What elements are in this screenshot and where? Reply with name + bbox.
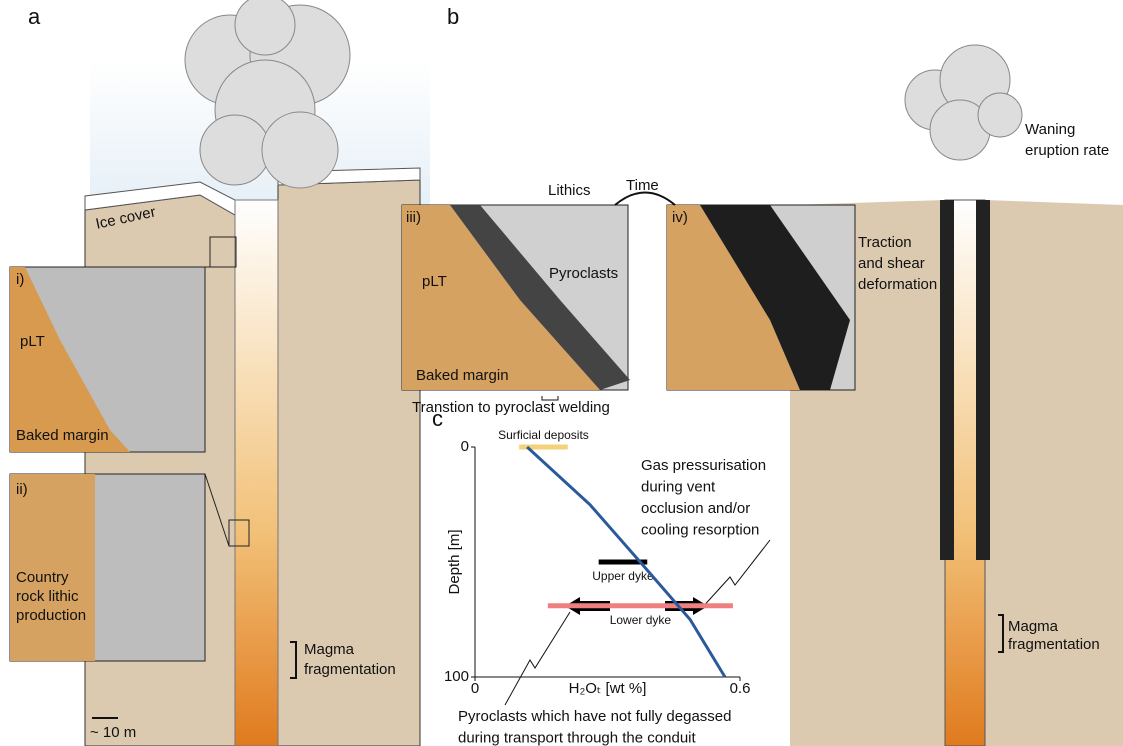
label: Country <box>16 569 69 586</box>
label: pLT <box>422 273 447 290</box>
figure: a Ice cover i) pLT Baked margin ii) Coun… <box>0 0 1123 746</box>
panel-label: c <box>432 406 443 431</box>
range-label: Upper dyke <box>592 569 654 583</box>
x-axis-label: H₂Oₜ [wt %] <box>569 680 647 697</box>
label: eruption rate <box>1025 142 1109 159</box>
margin <box>10 474 95 661</box>
label: Baked margin <box>416 367 509 384</box>
range-label: Surficial deposits <box>498 428 589 442</box>
label: fragmentation <box>304 661 396 678</box>
label: rock lithic <box>16 588 79 605</box>
time-arrow <box>615 193 675 206</box>
label: deformation <box>858 276 937 293</box>
label: Magma <box>1008 618 1059 635</box>
annotation: Gas pressurisation <box>641 457 766 474</box>
label: iii) <box>406 209 421 226</box>
y-axis-label: Depth [m] <box>446 529 463 594</box>
label: fragmentation <box>1008 636 1100 653</box>
pointer <box>700 540 770 610</box>
welded-margin <box>940 200 954 560</box>
label: Baked margin <box>16 427 109 444</box>
label: pLT <box>20 333 45 350</box>
conduit <box>235 200 278 746</box>
welded-margin <box>976 200 990 560</box>
scale-label: ~ 10 m <box>90 724 136 741</box>
label: production <box>16 607 86 624</box>
annotation: Pyroclasts which have not fully degassed <box>458 708 731 725</box>
annotation: occlusion and/or <box>641 500 750 517</box>
panel-label: a <box>28 4 41 29</box>
label: and shear <box>858 255 925 272</box>
plume <box>185 0 350 188</box>
page: {"panels": { "a": {"label": "a", "ice_co… <box>0 0 1123 746</box>
annotation: during transport through the conduit <box>458 729 696 746</box>
y-tick-label: 0 <box>461 438 469 455</box>
x-tick-label: 0 <box>471 680 479 697</box>
label: Traction <box>858 234 912 251</box>
x-tick-label: 0.6 <box>730 680 751 697</box>
pointer <box>505 612 570 705</box>
panel-label: b <box>447 4 459 29</box>
label: Magma <box>304 641 355 658</box>
label: Lithics <box>548 182 591 199</box>
range-label: Lower dyke <box>610 613 672 627</box>
label: i) <box>16 271 24 288</box>
label: Waning <box>1025 121 1075 138</box>
label: Time <box>626 177 659 194</box>
plume <box>905 45 1022 160</box>
label: iv) <box>672 209 688 226</box>
annotation: during vent <box>641 478 716 495</box>
label: ii) <box>16 481 28 498</box>
label: Pyroclasts <box>549 265 618 282</box>
country-rock <box>985 200 1123 746</box>
annotation: cooling resorption <box>641 521 759 538</box>
y-tick-label: 100 <box>444 668 469 685</box>
